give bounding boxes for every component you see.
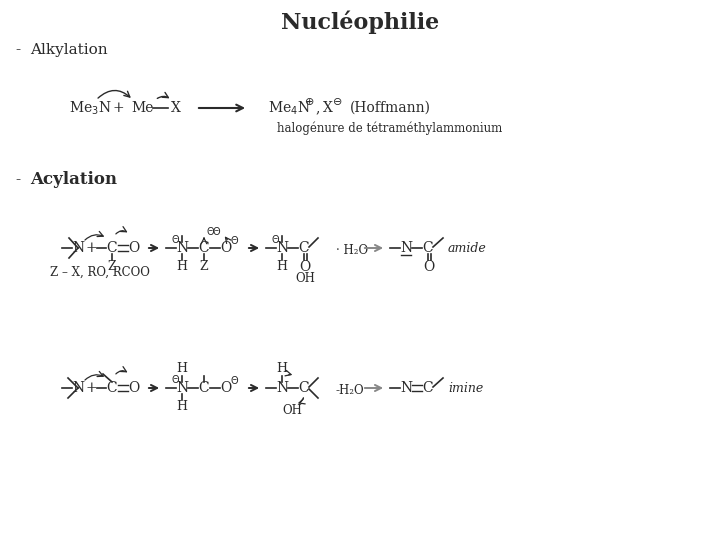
Text: C: C xyxy=(199,241,210,255)
Text: amide: amide xyxy=(448,241,487,254)
Text: Θ: Θ xyxy=(171,235,179,245)
Text: Θ: Θ xyxy=(206,227,214,237)
Text: N: N xyxy=(400,241,412,255)
Text: Alkylation: Alkylation xyxy=(30,43,107,57)
Text: H: H xyxy=(276,362,287,375)
Text: C: C xyxy=(423,241,433,255)
Text: -H₂O: -H₂O xyxy=(336,384,364,397)
Text: +: + xyxy=(85,381,96,395)
Text: N: N xyxy=(72,381,84,395)
Text: H: H xyxy=(176,260,187,273)
Text: C: C xyxy=(423,381,433,395)
Text: H: H xyxy=(276,260,287,273)
Text: -: - xyxy=(15,173,21,187)
Text: N: N xyxy=(72,241,84,255)
Text: H: H xyxy=(176,362,187,375)
Text: O: O xyxy=(423,260,435,274)
Text: O: O xyxy=(300,260,310,274)
Text: Acylation: Acylation xyxy=(30,172,117,188)
Text: Θ: Θ xyxy=(271,235,279,245)
Text: O: O xyxy=(220,381,232,395)
Text: · H₂O: · H₂O xyxy=(336,245,368,258)
Text: N: N xyxy=(276,381,288,395)
Text: imine: imine xyxy=(448,381,483,395)
Text: ⊖: ⊖ xyxy=(333,97,343,107)
Text: C: C xyxy=(199,381,210,395)
Text: Z: Z xyxy=(108,260,117,273)
Text: Z – X, RO, RCOO: Z – X, RO, RCOO xyxy=(50,266,150,279)
Text: +: + xyxy=(85,241,96,255)
Text: C: C xyxy=(299,241,310,255)
Text: Θ: Θ xyxy=(230,236,238,246)
Text: halogénure de tétraméthylammonium: halogénure de tétraméthylammonium xyxy=(277,122,503,135)
Text: ⊕: ⊕ xyxy=(305,97,315,107)
Text: OH: OH xyxy=(295,272,315,285)
Text: Nucléophilie: Nucléophilie xyxy=(281,10,439,33)
Text: O: O xyxy=(128,381,140,395)
Text: Θ: Θ xyxy=(171,375,179,385)
Text: OH: OH xyxy=(282,403,302,416)
Text: -: - xyxy=(15,43,21,57)
Text: ,: , xyxy=(316,101,320,115)
Text: +: + xyxy=(112,101,124,115)
Text: Me$_3$N: Me$_3$N xyxy=(68,99,112,117)
Text: X: X xyxy=(171,101,181,115)
Text: N: N xyxy=(176,241,188,255)
Text: Me: Me xyxy=(132,101,154,115)
Text: Me$_4$N: Me$_4$N xyxy=(268,99,310,117)
Text: X: X xyxy=(323,101,333,115)
Text: O: O xyxy=(220,241,232,255)
Text: N: N xyxy=(176,381,188,395)
Text: C: C xyxy=(107,241,117,255)
Text: C: C xyxy=(107,381,117,395)
Text: Θ: Θ xyxy=(230,376,238,386)
Text: (Hoffmann): (Hoffmann) xyxy=(350,101,431,115)
Text: Θ: Θ xyxy=(212,227,220,237)
Text: C: C xyxy=(299,381,310,395)
Text: O: O xyxy=(128,241,140,255)
Text: H: H xyxy=(176,401,187,414)
Text: N: N xyxy=(400,381,412,395)
Text: N: N xyxy=(276,241,288,255)
Text: Z: Z xyxy=(199,260,208,273)
